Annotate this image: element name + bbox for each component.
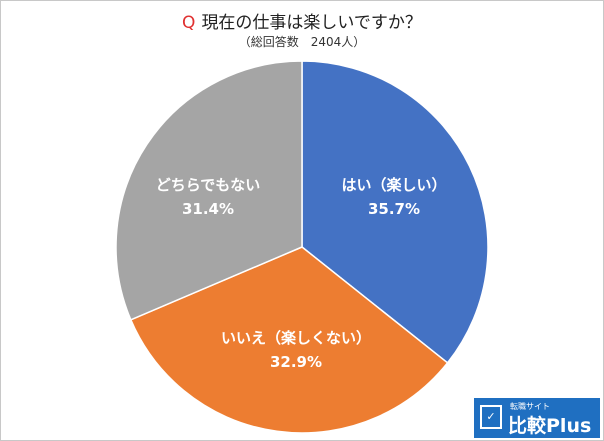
pie-slice-3	[115, 60, 303, 321]
pie-slice-2	[129, 246, 449, 434]
slice-label-3: どちらでもない	[156, 176, 261, 194]
slice-value-label-3: 31.4%	[182, 200, 234, 218]
logo-badge-icon: ✓	[480, 405, 502, 429]
chart-subtitle: （総回答数 2404人）	[238, 35, 366, 49]
slice-label-1: はい（楽しい）	[341, 176, 446, 194]
logo-name: 比較Plus	[508, 415, 592, 437]
logo-tagline: 転職サイト	[510, 402, 550, 411]
site-logo: ✓ 転職サイト 比較Plus	[474, 398, 600, 438]
slice-label-2: いいえ（楽しくない）	[221, 329, 371, 347]
pie-slice-1	[301, 60, 489, 364]
chart-title-text: 現在の仕事は楽しいですか？	[201, 13, 422, 33]
question-mark-label: Q	[182, 13, 196, 33]
slice-value-label-2: 32.9%	[270, 353, 322, 371]
slice-value-label-1: 35.7%	[368, 200, 420, 218]
chart-title: Q 現在の仕事は楽しいですか？	[0, 8, 604, 33]
